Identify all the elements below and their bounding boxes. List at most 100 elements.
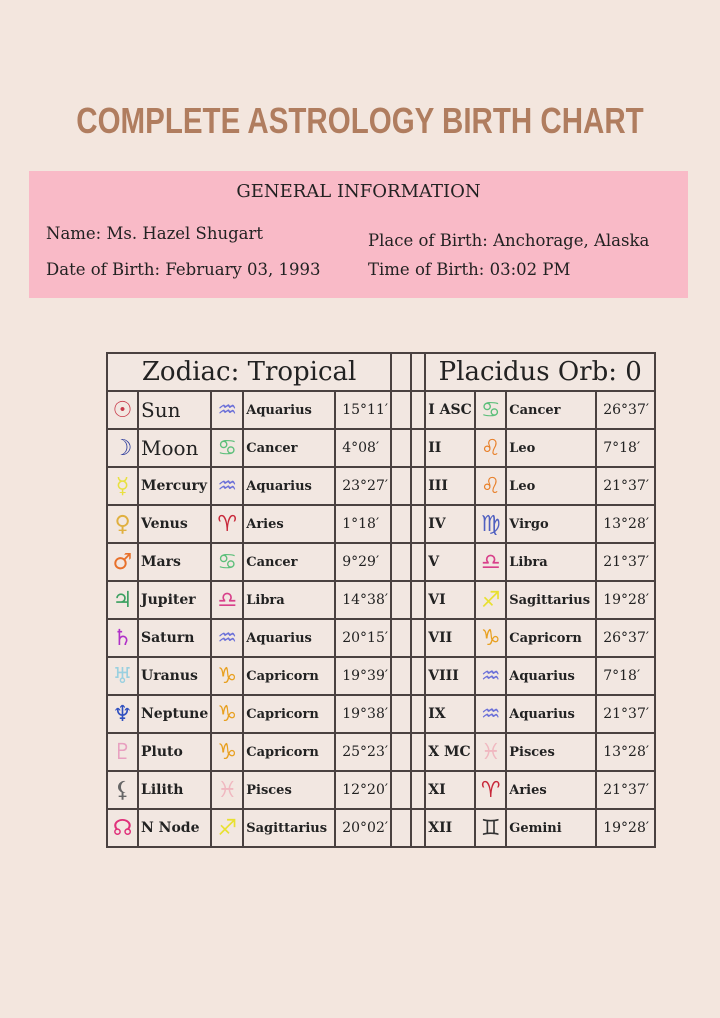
aquarius-icon: ♒ — [210, 390, 245, 430]
planet-name: Jupiter — [136, 580, 213, 620]
planet-sign: Aries — [242, 504, 337, 544]
planet-name: Mars — [136, 542, 213, 582]
divider-cell — [410, 618, 427, 658]
leo-icon: ♌ — [474, 466, 508, 506]
planet-name: Moon — [136, 428, 213, 468]
planet-degree: 15°11′ — [334, 390, 393, 430]
virgo-icon: ♍ — [474, 504, 508, 544]
planet-name: Lilith — [136, 770, 213, 810]
house-number: II — [424, 428, 477, 468]
capricorn-icon: ♑ — [210, 656, 245, 696]
planet-sign: Cancer — [242, 428, 337, 468]
libra-icon: ♎ — [210, 580, 245, 620]
table-row: ♃ Jupiter ♎ Libra 14°38′ VI ♐ Sagittarius 19°28′ — [106, 580, 657, 620]
planet-name: Mercury — [136, 466, 213, 506]
libra-icon: ♎ — [474, 542, 508, 582]
planet-degree: 12°20′ — [334, 770, 393, 810]
spacer-cell — [390, 580, 413, 620]
spacer-cell — [390, 390, 413, 430]
house-number: XI — [424, 770, 477, 810]
aquarius-icon: ♒ — [210, 466, 245, 506]
cancer-icon: ♋ — [210, 542, 245, 582]
house-degree: 26°37′ — [595, 390, 657, 430]
cancer-icon: ♋ — [210, 428, 245, 468]
sun-icon: ☉ — [106, 390, 139, 430]
time-of-birth-field: Time of Birth: 03:02 PM — [368, 260, 571, 279]
planet-sign: Sagittarius — [242, 808, 337, 848]
house-sign: Capricorn — [505, 618, 598, 658]
planet-sign: Libra — [242, 580, 337, 620]
house-number: VI — [424, 580, 477, 620]
house-degree: 19°28′ — [595, 580, 657, 620]
planet-degree: 20°02′ — [334, 808, 393, 848]
house-degree: 21°37′ — [595, 542, 657, 582]
table-header-row: Zodiac: Tropical Placidus Orb: 0 — [105, 352, 657, 392]
planet-degree: 20°15′ — [334, 618, 393, 658]
planet-name: Sun — [136, 390, 213, 430]
planet-sign: Cancer — [242, 542, 337, 582]
divider-cell — [410, 504, 427, 544]
house-sign: Aries — [505, 770, 598, 810]
table-row: ♇ Pluto ♑ Capricorn 25°23′ X MC ♓ Pisces 13°28′ — [106, 732, 657, 772]
aquarius-icon: ♒ — [474, 656, 508, 696]
table-row: ♆ Neptune ♑ Capricorn 19°38′ IX ♒ Aquarius 21°37… — [106, 694, 657, 734]
capricorn-icon: ♑ — [210, 694, 245, 734]
planet-degree: 25°23′ — [334, 732, 393, 772]
name-field: Name: Ms. Hazel Shugart — [46, 224, 264, 243]
table-row: ⚸ Lilith ♓ Pisces 12°20′ XI ♈ Aries 21°37′ — [106, 770, 657, 810]
capricorn-icon: ♑ — [210, 732, 245, 772]
planet-name: Venus — [136, 504, 213, 544]
house-sign: Aquarius — [505, 656, 598, 696]
spacer-cell — [390, 656, 413, 696]
house-degree: 7°18′ — [595, 656, 657, 696]
pluto-icon: ♇ — [106, 732, 139, 772]
planet-sign: Aquarius — [242, 618, 337, 658]
planet-sign: Capricorn — [242, 732, 337, 772]
general-information-panel: GENERAL INFORMATION Name: Ms. Hazel Shug… — [29, 171, 688, 298]
house-degree: 13°28′ — [595, 504, 657, 544]
divider-cell — [410, 580, 427, 620]
house-number: I ASC — [424, 390, 477, 430]
house-sign: Aquarius — [505, 694, 598, 734]
table-row: ☽ Moon ♋ Cancer 4°08′ II ♌ Leo 7°18′ — [106, 428, 657, 468]
house-degree: 7°18′ — [595, 428, 657, 468]
placidus-header: Placidus Orb: 0 — [424, 352, 657, 392]
aquarius-icon: ♒ — [210, 618, 245, 658]
north-node-icon: ☊ — [106, 808, 139, 848]
planet-name: Neptune — [136, 694, 213, 734]
house-number: IX — [424, 694, 477, 734]
planet-sign: Capricorn — [242, 656, 337, 696]
planet-name: Saturn — [136, 618, 213, 658]
spacer-cell — [390, 352, 413, 392]
house-degree: 26°37′ — [595, 618, 657, 658]
gemini-icon: ♊ — [474, 808, 508, 848]
mars-icon: ♂ — [106, 542, 139, 582]
house-sign: Pisces — [505, 732, 598, 772]
table-row: ♅ Uranus ♑ Capricorn 19°39′ VIII ♒ Aquarius 7°18… — [106, 656, 657, 696]
divider-cell — [410, 542, 427, 582]
house-degree: 19°28′ — [595, 808, 657, 848]
table-row: ☊ N Node ♐ Sagittarius 20°02′ XII ♊ Gemini 19°28… — [106, 808, 657, 848]
spacer-cell — [390, 770, 413, 810]
house-number: VIII — [424, 656, 477, 696]
lilith-icon: ⚸ — [106, 770, 139, 810]
zodiac-header: Zodiac: Tropical — [105, 352, 393, 392]
house-sign: Cancer — [505, 390, 598, 430]
spacer-cell — [390, 618, 413, 658]
house-sign: Virgo — [505, 504, 598, 544]
place-of-birth-field: Place of Birth: Anchorage, Alaska — [368, 231, 650, 250]
planet-name: Uranus — [136, 656, 213, 696]
house-number: X MC — [424, 732, 477, 772]
jupiter-icon: ♃ — [106, 580, 139, 620]
house-degree: 21°37′ — [595, 694, 657, 734]
sagittarius-icon: ♐ — [474, 580, 508, 620]
planet-sign: Pisces — [242, 770, 337, 810]
planet-name: N Node — [136, 808, 213, 848]
spacer-cell — [390, 466, 413, 506]
birth-chart-table: Zodiac: Tropical Placidus Orb: 0 ☉ Sun ♒ Aq… — [105, 352, 657, 848]
page-title: COMPLETE ASTROLOGY BIRTH CHART — [76, 100, 644, 141]
date-of-birth-field: Date of Birth: February 03, 1993 — [46, 260, 321, 279]
divider-cell — [410, 808, 427, 848]
spacer-cell — [390, 808, 413, 848]
uranus-icon: ♅ — [106, 656, 139, 696]
